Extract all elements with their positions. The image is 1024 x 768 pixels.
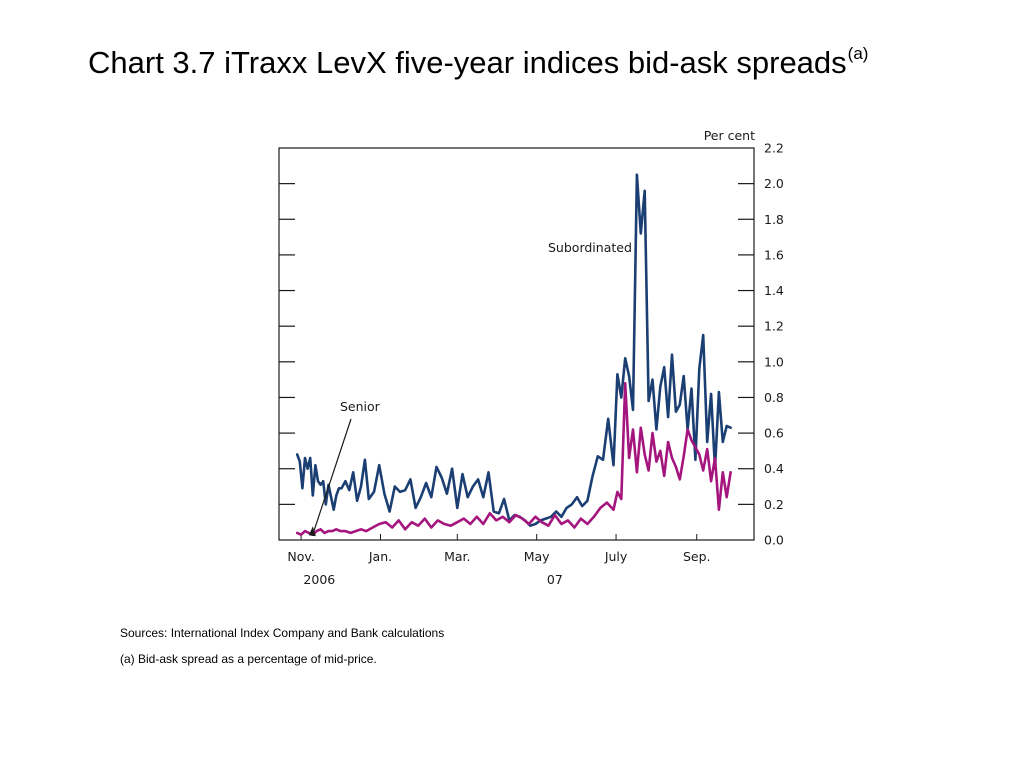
x-tick-label: Sep. xyxy=(683,549,711,564)
y-tick-label: 1.2 xyxy=(764,319,784,334)
y-axis-unit-label: Per cent xyxy=(704,128,755,143)
x-tick-label: Jan. xyxy=(368,549,392,564)
x-tick-label: May xyxy=(524,549,550,564)
x-tick-label: Nov. xyxy=(287,549,314,564)
series-layer xyxy=(295,173,732,537)
y-tick-label: 0.0 xyxy=(764,533,784,548)
x-year-label: 2006 xyxy=(303,572,335,587)
series-line-senior xyxy=(295,381,732,537)
annotation-subordinated: Subordinated xyxy=(548,240,632,255)
y-tick-label: 2.2 xyxy=(764,141,784,156)
plot-frame xyxy=(278,147,755,541)
annotation-senior: Senior xyxy=(340,399,381,414)
y-tick-label: 1.0 xyxy=(764,354,784,369)
y-tick-label: 1.4 xyxy=(764,283,784,298)
footnote: (a) Bid-ask spread as a percentage of mi… xyxy=(120,652,377,666)
annotation-layer: Subordinated Senior xyxy=(308,240,632,537)
senior-arrow-shaft xyxy=(312,418,352,535)
y-tick-label: 0.6 xyxy=(764,426,784,441)
y-tick-label: 0.8 xyxy=(764,390,784,405)
y-tick-label: 2.0 xyxy=(764,176,784,191)
line-chart: Per cent 0.0 0.2 0.4 0.6 0.8 1.0 1.2 1.4 1.6 1.8 2… xyxy=(278,128,784,587)
title-superscript: (a) xyxy=(847,44,869,63)
title-text: Chart 3.7 iTraxx LevX five-year indices … xyxy=(88,45,847,80)
x-year-label: 07 xyxy=(547,572,563,587)
page-title: Chart 3.7 iTraxx LevX five-year indices … xyxy=(88,44,868,81)
series-line-subordinated xyxy=(295,173,732,528)
x-tick-label: July xyxy=(604,549,628,564)
y-axis-ticks: 0.0 0.2 0.4 0.6 0.8 1.0 1.2 1.4 1.6 1.8 2.0 2.2 xyxy=(279,141,784,548)
x-tick-label: Mar. xyxy=(444,549,470,564)
y-tick-label: 1.6 xyxy=(764,247,784,262)
sources-note: Sources: International Index Company and… xyxy=(120,626,445,640)
y-tick-label: 1.8 xyxy=(764,212,784,227)
y-tick-label: 0.2 xyxy=(764,497,784,512)
senior-arrow-head xyxy=(308,526,316,537)
y-tick-label: 0.4 xyxy=(764,461,784,476)
x-axis-ticks: Nov. Jan. Mar. May July Sep. 2006 07 xyxy=(287,534,711,587)
